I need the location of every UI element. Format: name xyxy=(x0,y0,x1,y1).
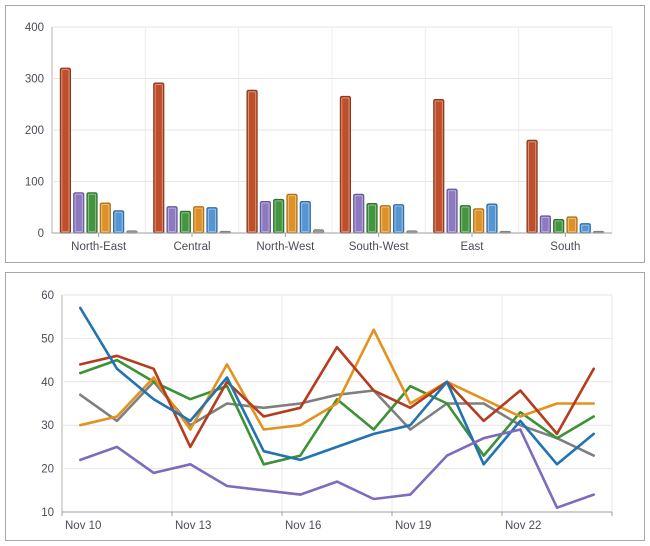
bar-highlight xyxy=(394,205,403,233)
y-axis-label: 10 xyxy=(41,507,54,519)
x-axis-label: South xyxy=(550,241,580,253)
bar-highlight xyxy=(154,84,163,233)
bar-highlight xyxy=(261,202,270,233)
bar-highlight xyxy=(114,211,123,233)
x-axis-label: Nov 10 xyxy=(65,520,101,532)
bar-highlight xyxy=(247,91,257,233)
x-axis-label: East xyxy=(460,241,484,253)
bar-highlight xyxy=(567,217,577,233)
bar-highlight xyxy=(167,207,177,233)
bar-highlight xyxy=(461,206,470,233)
line-series-blue[interactable] xyxy=(79,306,596,466)
y-axis-label: 40 xyxy=(41,377,54,389)
bar-highlight xyxy=(101,204,110,233)
line-chart-panel: 10 20 30 40 50 60 Nov 10 Nov 13 Nov 16 Nov 19 Nov … xyxy=(5,272,645,541)
bar-highlight xyxy=(74,193,83,233)
line-series-orange[interactable] xyxy=(79,328,596,431)
x-axis-label: Nov 22 xyxy=(505,520,541,532)
bar-highlight xyxy=(474,209,483,233)
x-axis-label: North-East xyxy=(71,241,127,253)
bar-highlight xyxy=(274,200,283,233)
bar-highlight xyxy=(87,193,97,233)
bar-highlight xyxy=(181,212,190,233)
line-series-purple[interactable] xyxy=(79,428,596,509)
y-axis-label: 200 xyxy=(25,125,44,137)
y-axis-label: 400 xyxy=(25,22,44,34)
bar-highlight xyxy=(287,195,297,233)
y-axis-label: 0 xyxy=(38,228,44,240)
bar-highlight xyxy=(341,97,350,233)
y-axis-label: 50 xyxy=(41,333,54,345)
bar-chart-panel: 0 100 200 300 400 North-East Central North-West… xyxy=(5,5,645,263)
x-axis-label: Nov 19 xyxy=(395,520,431,532)
x-axis-label: Nov 13 xyxy=(175,520,211,532)
bar-highlight xyxy=(527,141,537,233)
bar-highlight xyxy=(381,206,390,233)
bar-highlight xyxy=(61,69,70,233)
y-axis-label: 60 xyxy=(41,290,54,302)
line-series-green[interactable] xyxy=(79,358,596,466)
bar-highlight xyxy=(487,205,497,233)
bar-highlight xyxy=(207,208,217,233)
bar-highlight xyxy=(434,100,443,233)
bar-highlight xyxy=(367,204,377,233)
bar-highlight xyxy=(581,224,590,233)
bar-highlight xyxy=(554,220,563,233)
bar-highlight xyxy=(194,207,203,233)
x-axis-label: South-West xyxy=(349,241,410,253)
line-series-red[interactable] xyxy=(79,345,596,449)
y-axis-label: 300 xyxy=(25,74,44,86)
y-axis-label: 100 xyxy=(25,177,44,189)
line-chart-svg: 10 20 30 40 50 60 Nov 10 Nov 13 Nov 16 Nov 19 Nov … xyxy=(41,290,613,532)
bar-chart-svg: 0 100 200 300 400 North-East Central North-West… xyxy=(25,22,613,253)
x-axis-label: North-West xyxy=(256,241,315,253)
y-axis-label: 30 xyxy=(41,420,54,432)
bar-highlight xyxy=(541,216,550,233)
bar-highlight xyxy=(301,202,310,233)
y-axis-label: 20 xyxy=(41,464,54,476)
x-axis-label: Nov 16 xyxy=(285,520,321,532)
bar-highlight xyxy=(354,195,363,233)
x-axis-label: Central xyxy=(173,241,210,253)
bar-highlight xyxy=(447,190,457,233)
